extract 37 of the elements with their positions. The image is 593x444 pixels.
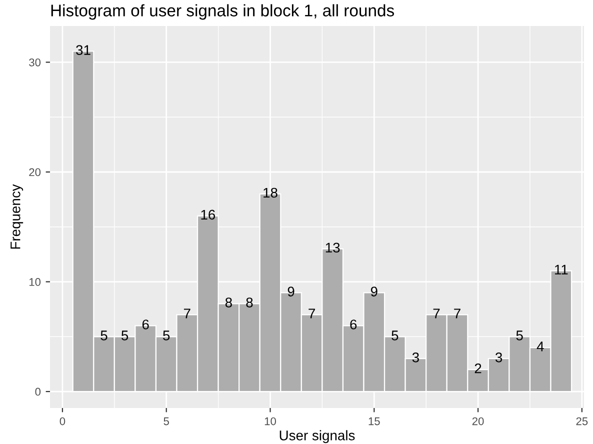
x-tick-label: 25 [576, 417, 588, 426]
data-label: 7 [184, 308, 190, 318]
data-label: 9 [288, 286, 294, 296]
chart-title: Histogram of user signals in block 1, all rounds [51, 4, 394, 20]
data-label: 6 [142, 320, 149, 330]
data-label: 8 [246, 298, 253, 308]
data-label: 7 [454, 308, 460, 318]
x-tick-label: 5 [164, 417, 169, 426]
data-label: 5 [100, 330, 108, 340]
data-label: 5 [392, 330, 398, 340]
y-axis-title: Frequency [10, 184, 24, 249]
y-tick-label: 0 [35, 388, 41, 396]
x-tick-label: 15 [368, 417, 380, 426]
data-label: 8 [225, 298, 232, 308]
data-label: 4 [536, 342, 544, 352]
data-label: 31 [76, 45, 90, 55]
data-label: 3 [412, 352, 419, 362]
y-tick-label: 10 [29, 278, 41, 286]
data-label: 18 [264, 188, 278, 198]
data-label: 16 [201, 210, 216, 220]
x-tick-label: 0 [60, 417, 66, 426]
y-tick-label: 30 [29, 58, 41, 66]
x-tick-label: 20 [472, 417, 484, 426]
data-label: 6 [350, 320, 357, 330]
data-label: 2 [474, 363, 482, 374]
x-tick-label: 10 [264, 417, 276, 426]
data-label: 5 [163, 330, 170, 340]
data-label: 5 [516, 330, 523, 340]
data-label: 13 [326, 242, 340, 253]
data-label: 7 [433, 308, 440, 318]
data-label: 5 [121, 330, 128, 340]
data-label: 11 [554, 264, 568, 274]
x-axis-title: User signals [280, 430, 355, 444]
data-label: 7 [308, 308, 315, 318]
y-tick-label: 20 [29, 168, 41, 176]
data-label: 9 [370, 286, 378, 296]
data-label: 3 [495, 352, 502, 362]
